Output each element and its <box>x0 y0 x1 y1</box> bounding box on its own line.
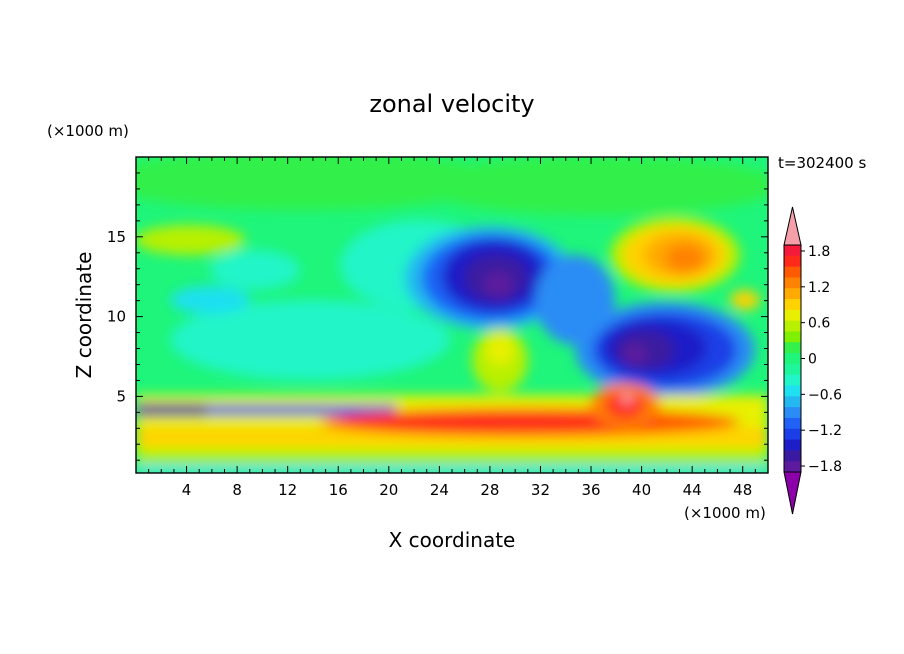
velocity-field <box>136 157 768 473</box>
y-axis-label: Z coordinate <box>72 252 96 379</box>
colorbar-label: −0.6 <box>808 387 842 403</box>
colorbar-bin <box>784 407 801 419</box>
colorbar-bin <box>784 428 801 441</box>
time-label: t=302400 s <box>778 154 866 172</box>
colorbar: 1.8 1.2 0.6 0 −0.6 −1.2 −1.8 <box>783 206 842 515</box>
x-tick-label: 4 <box>182 481 192 499</box>
y-axis: 5 10 15 <box>107 172 768 461</box>
colorbar-bin <box>784 288 801 300</box>
colorbar-bin <box>784 461 801 473</box>
x-axis: 4 8 12 16 20 24 28 32 36 40 44 48 <box>148 157 756 499</box>
colorbar-bin <box>784 374 801 387</box>
x-unit-label: (×1000 m) <box>684 504 766 522</box>
colorbar-bin <box>784 363 801 376</box>
colorbar-min-arrow <box>783 471 802 515</box>
colorbar-bin <box>784 439 801 451</box>
x-tick-label: 36 <box>581 481 600 499</box>
colorbar-label: 1.2 <box>808 280 830 296</box>
colorbar-label: 0.6 <box>808 316 830 332</box>
colorbar-bin <box>784 342 801 354</box>
colorbar-bin <box>784 299 801 311</box>
y-tick-label: 10 <box>107 308 126 326</box>
colorbar-max-arrow <box>783 206 802 246</box>
colorbar-bin <box>784 331 801 343</box>
x-tick-label: 40 <box>632 481 651 499</box>
colorbar-bin <box>784 277 801 289</box>
colorbar-label: 1.8 <box>808 244 830 260</box>
x-tick-label: 12 <box>278 481 297 499</box>
x-tick-label: 24 <box>430 481 449 499</box>
colorbar-bin <box>784 266 801 278</box>
colorbar-bin <box>784 450 801 462</box>
x-tick-label: 44 <box>683 481 702 499</box>
x-tick-label: 32 <box>531 481 550 499</box>
x-tick-label: 48 <box>733 481 752 499</box>
x-axis-label: X coordinate <box>389 528 516 552</box>
colorbar-bin <box>784 417 801 430</box>
colorbar-label: −1.2 <box>808 423 842 439</box>
x-tick-label: 8 <box>232 481 242 499</box>
chart-title: zonal velocity <box>369 90 534 118</box>
y-unit-label: (×1000 m) <box>47 122 129 140</box>
x-tick-label: 20 <box>379 481 398 499</box>
colorbar-label: 0 <box>808 352 817 368</box>
colorbar-bin <box>784 396 801 408</box>
colorbar-label: −1.8 <box>808 459 842 475</box>
x-tick-label: 28 <box>480 481 499 499</box>
x-tick-label: 16 <box>329 481 348 499</box>
colorbar-bin <box>784 320 801 332</box>
colorbar-bin <box>784 309 801 322</box>
colorbar-bin <box>784 353 801 365</box>
y-tick-label: 5 <box>116 387 126 405</box>
colorbar-bin <box>784 245 801 257</box>
colorbar-bin <box>784 255 801 268</box>
colorbar-bin <box>784 385 801 397</box>
y-tick-label: 15 <box>107 228 126 246</box>
